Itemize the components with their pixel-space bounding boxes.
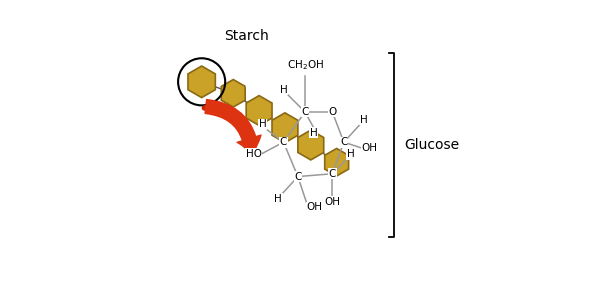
Text: H: H: [280, 85, 288, 95]
Polygon shape: [272, 113, 298, 143]
Text: H: H: [360, 115, 368, 125]
Text: H: H: [310, 128, 317, 138]
Polygon shape: [221, 79, 245, 107]
Polygon shape: [188, 66, 215, 98]
Text: Glucose: Glucose: [404, 138, 459, 152]
Text: C: C: [294, 172, 301, 182]
FancyArrowPatch shape: [204, 108, 251, 153]
Text: C: C: [329, 169, 336, 179]
Polygon shape: [246, 96, 272, 126]
FancyArrowPatch shape: [205, 99, 261, 155]
Text: H: H: [274, 194, 282, 204]
Text: H: H: [347, 149, 355, 160]
Polygon shape: [298, 130, 324, 160]
Text: Starch: Starch: [224, 29, 268, 43]
Text: OH: OH: [324, 197, 340, 207]
Text: C: C: [280, 137, 287, 147]
Text: C: C: [301, 107, 309, 117]
Text: OH: OH: [306, 202, 323, 213]
Text: HO: HO: [246, 148, 262, 159]
Text: O: O: [328, 107, 336, 117]
Text: H: H: [258, 119, 266, 129]
Text: OH: OH: [361, 143, 377, 153]
Polygon shape: [324, 148, 349, 176]
Text: C: C: [340, 137, 348, 147]
Text: CH$_2$OH: CH$_2$OH: [287, 58, 324, 72]
